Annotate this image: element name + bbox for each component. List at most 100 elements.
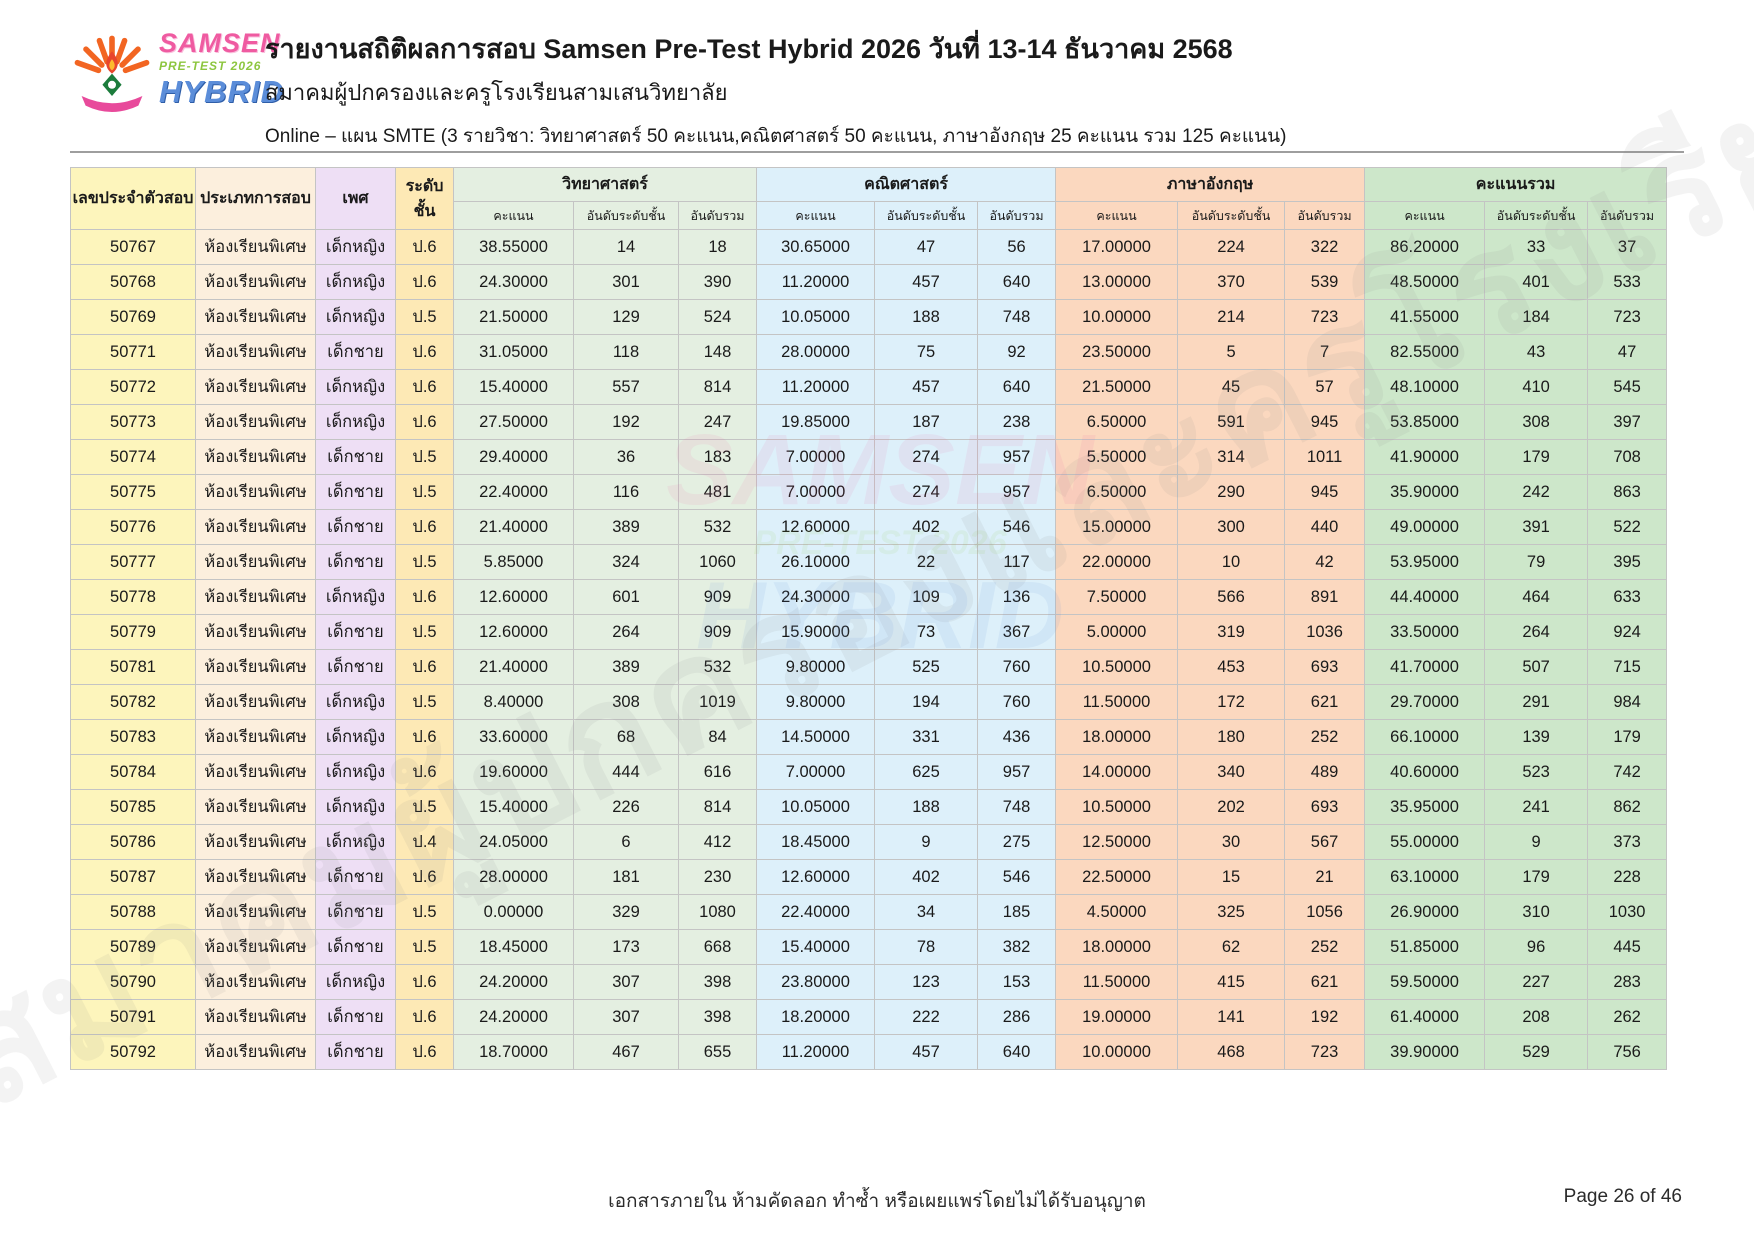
cell-gender: เด็กหญิง (315, 299, 396, 335)
cell-total-score: 40.60000 (1364, 754, 1486, 790)
cell-math-score: 12.60000 (756, 509, 876, 545)
cell-total-rank-all: 37 (1587, 229, 1668, 265)
cell-total-rank-class: 9 (1484, 824, 1589, 860)
cell-math-rank-all: 56 (977, 229, 1057, 265)
cell-eng-rank-all: 1056 (1284, 894, 1366, 930)
cell-eng-rank-class: 453 (1177, 649, 1286, 685)
cell-sci-score: 15.40000 (453, 789, 574, 825)
cell-math-score: 10.05000 (756, 299, 876, 335)
cell-math-score: 7.00000 (756, 474, 876, 510)
cell-eng-rank-all: 723 (1284, 1034, 1366, 1070)
report-header: รายงานสถิติผลการสอบ Samsen Pre-Test Hybr… (265, 34, 1685, 151)
cell-total-score: 51.85000 (1364, 929, 1486, 965)
cell-exam-id: 50786 (70, 824, 196, 860)
cell-eng-rank-class: 45 (1177, 369, 1286, 405)
cell-grade: ป.6 (395, 334, 454, 370)
cell-exam-type: ห้องเรียนพิเศษ (195, 859, 316, 895)
cell-eng-rank-class: 30 (1177, 824, 1286, 860)
cell-eng-score: 10.50000 (1055, 789, 1179, 825)
cell-math-rank-class: 109 (874, 579, 979, 615)
cell-total-rank-all: 373 (1587, 824, 1668, 860)
cell-sci-score: 38.55000 (453, 229, 574, 265)
cell-sci-rank-class: 36 (573, 439, 679, 475)
cell-total-rank-class: 401 (1484, 264, 1589, 300)
school-crest-icon (72, 26, 152, 123)
cell-eng-score: 11.50000 (1055, 964, 1179, 1000)
cell-sci-rank-class: 308 (573, 684, 679, 720)
cell-gender: เด็กหญิง (315, 824, 396, 860)
cell-math-rank-all: 436 (977, 719, 1057, 755)
cell-sci-score: 24.20000 (453, 999, 574, 1035)
cell-sci-rank-class: 444 (573, 754, 679, 790)
cell-eng-rank-class: 468 (1177, 1034, 1286, 1070)
cell-total-rank-class: 241 (1484, 789, 1589, 825)
cell-math-score: 26.10000 (756, 544, 876, 580)
cell-exam-type: ห้องเรียนพิเศษ (195, 999, 316, 1035)
cell-total-rank-class: 291 (1484, 684, 1589, 720)
cell-eng-score: 17.00000 (1055, 229, 1179, 265)
cell-total-rank-class: 96 (1484, 929, 1589, 965)
page-title: รายงานสถิติผลการสอบ Samsen Pre-Test Hybr… (265, 34, 1233, 64)
cell-total-rank-all: 522 (1587, 509, 1668, 545)
cell-sci-score: 12.60000 (453, 579, 574, 615)
cell-exam-id: 50774 (70, 439, 196, 475)
cell-sci-score: 18.45000 (453, 929, 574, 965)
col-header-gender: เพศ (315, 167, 396, 230)
cell-eng-score: 22.00000 (1055, 544, 1179, 580)
cell-math-score: 9.80000 (756, 684, 876, 720)
cell-sci-rank-all: 398 (677, 964, 758, 1000)
cell-math-rank-all: 382 (977, 929, 1057, 965)
cell-eng-rank-class: 214 (1177, 299, 1286, 335)
cell-sci-score: 24.05000 (453, 824, 574, 860)
cell-sci-rank-class: 301 (573, 264, 679, 300)
cell-sci-rank-all: 148 (677, 334, 758, 370)
cell-eng-rank-class: 172 (1177, 684, 1286, 720)
cell-gender: เด็กชาย (315, 894, 396, 930)
cell-exam-id: 50791 (70, 999, 196, 1035)
cell-grade: ป.6 (395, 264, 454, 300)
col-header-exam-type: ประเภทการสอบ (195, 167, 316, 230)
table-row: 50782 ห้องเรียนพิเศษ เด็กหญิง ป.5 8.40000 308… (70, 684, 1668, 720)
cell-total-score: 61.40000 (1364, 999, 1486, 1035)
cell-sci-rank-all: 18 (677, 229, 758, 265)
cell-eng-rank-class: 300 (1177, 509, 1286, 545)
cell-sci-rank-class: 181 (573, 859, 679, 895)
cell-total-rank-class: 264 (1484, 614, 1589, 650)
cell-math-rank-all: 92 (977, 334, 1057, 370)
cell-math-rank-class: 457 (874, 369, 979, 405)
cell-math-rank-class: 625 (874, 754, 979, 790)
cell-sci-rank-class: 389 (573, 509, 679, 545)
cell-eng-rank-all: 42 (1284, 544, 1366, 580)
cell-total-rank-all: 715 (1587, 649, 1668, 685)
header-divider (70, 151, 1684, 153)
cell-exam-type: ห้องเรียนพิเศษ (195, 649, 316, 685)
cell-eng-rank-class: 180 (1177, 719, 1286, 755)
cell-sci-rank-class: 118 (573, 334, 679, 370)
cell-eng-score: 6.50000 (1055, 474, 1179, 510)
cell-grade: ป.6 (395, 229, 454, 265)
cell-eng-rank-class: 15 (1177, 859, 1286, 895)
cell-exam-type: ห้องเรียนพิเศษ (195, 579, 316, 615)
cell-math-score: 28.00000 (756, 334, 876, 370)
cell-sci-rank-class: 324 (573, 544, 679, 580)
cell-eng-rank-class: 415 (1177, 964, 1286, 1000)
sub-header-sci-rank-all: อันดับรวม (677, 201, 758, 230)
cell-sci-score: 24.20000 (453, 964, 574, 1000)
cell-math-rank-class: 457 (874, 1034, 979, 1070)
cell-exam-id: 50785 (70, 789, 196, 825)
cell-eng-rank-all: 945 (1284, 404, 1366, 440)
cell-math-score: 23.80000 (756, 964, 876, 1000)
cell-exam-id: 50781 (70, 649, 196, 685)
cell-math-rank-class: 188 (874, 789, 979, 825)
cell-sci-rank-all: 814 (677, 369, 758, 405)
cell-eng-rank-all: 621 (1284, 964, 1366, 1000)
cell-sci-rank-class: 307 (573, 999, 679, 1035)
cell-math-score: 11.20000 (756, 1034, 876, 1070)
cell-eng-score: 15.00000 (1055, 509, 1179, 545)
cell-sci-rank-class: 129 (573, 299, 679, 335)
cell-sci-rank-all: 668 (677, 929, 758, 965)
cell-grade: ป.5 (395, 614, 454, 650)
cell-total-score: 48.10000 (1364, 369, 1486, 405)
cell-math-rank-class: 73 (874, 614, 979, 650)
